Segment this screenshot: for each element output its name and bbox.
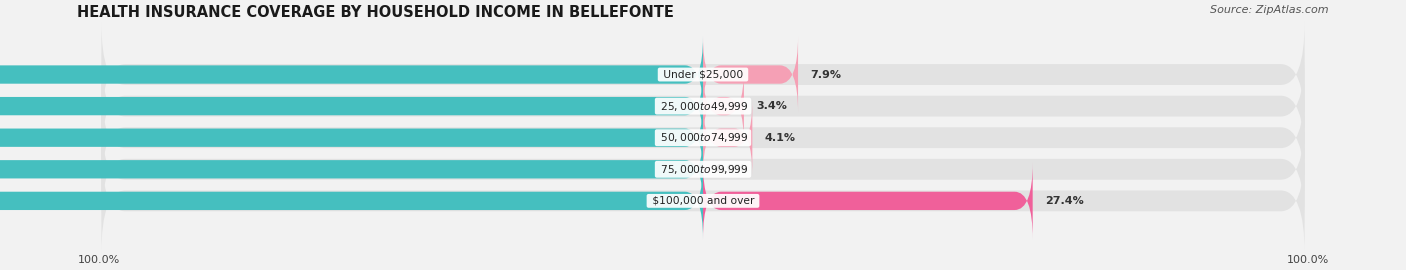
- Text: $100,000 and over: $100,000 and over: [648, 196, 758, 206]
- Text: 27.4%: 27.4%: [1045, 196, 1084, 206]
- FancyBboxPatch shape: [101, 22, 1305, 127]
- FancyBboxPatch shape: [703, 163, 1032, 239]
- FancyBboxPatch shape: [101, 148, 1305, 254]
- FancyBboxPatch shape: [0, 36, 703, 113]
- FancyBboxPatch shape: [0, 131, 703, 208]
- Text: Under $25,000: Under $25,000: [659, 70, 747, 80]
- FancyBboxPatch shape: [703, 68, 744, 144]
- FancyBboxPatch shape: [703, 36, 799, 113]
- Text: 100.0%: 100.0%: [1286, 255, 1329, 265]
- Text: 0.0%: 0.0%: [716, 164, 745, 174]
- FancyBboxPatch shape: [101, 85, 1305, 190]
- Text: 100.0%: 100.0%: [77, 255, 120, 265]
- Text: $50,000 to $74,999: $50,000 to $74,999: [657, 131, 749, 144]
- Text: HEALTH INSURANCE COVERAGE BY HOUSEHOLD INCOME IN BELLEFONTE: HEALTH INSURANCE COVERAGE BY HOUSEHOLD I…: [77, 5, 675, 21]
- Text: 7.9%: 7.9%: [810, 70, 841, 80]
- FancyBboxPatch shape: [0, 68, 703, 144]
- Text: 3.4%: 3.4%: [756, 101, 787, 111]
- Text: $75,000 to $99,999: $75,000 to $99,999: [657, 163, 749, 176]
- FancyBboxPatch shape: [101, 117, 1305, 222]
- Text: Source: ZipAtlas.com: Source: ZipAtlas.com: [1211, 5, 1329, 15]
- FancyBboxPatch shape: [101, 53, 1305, 159]
- Text: 4.1%: 4.1%: [765, 133, 796, 143]
- FancyBboxPatch shape: [0, 99, 703, 176]
- FancyBboxPatch shape: [0, 163, 703, 239]
- FancyBboxPatch shape: [703, 99, 752, 176]
- Text: $25,000 to $49,999: $25,000 to $49,999: [657, 100, 749, 113]
